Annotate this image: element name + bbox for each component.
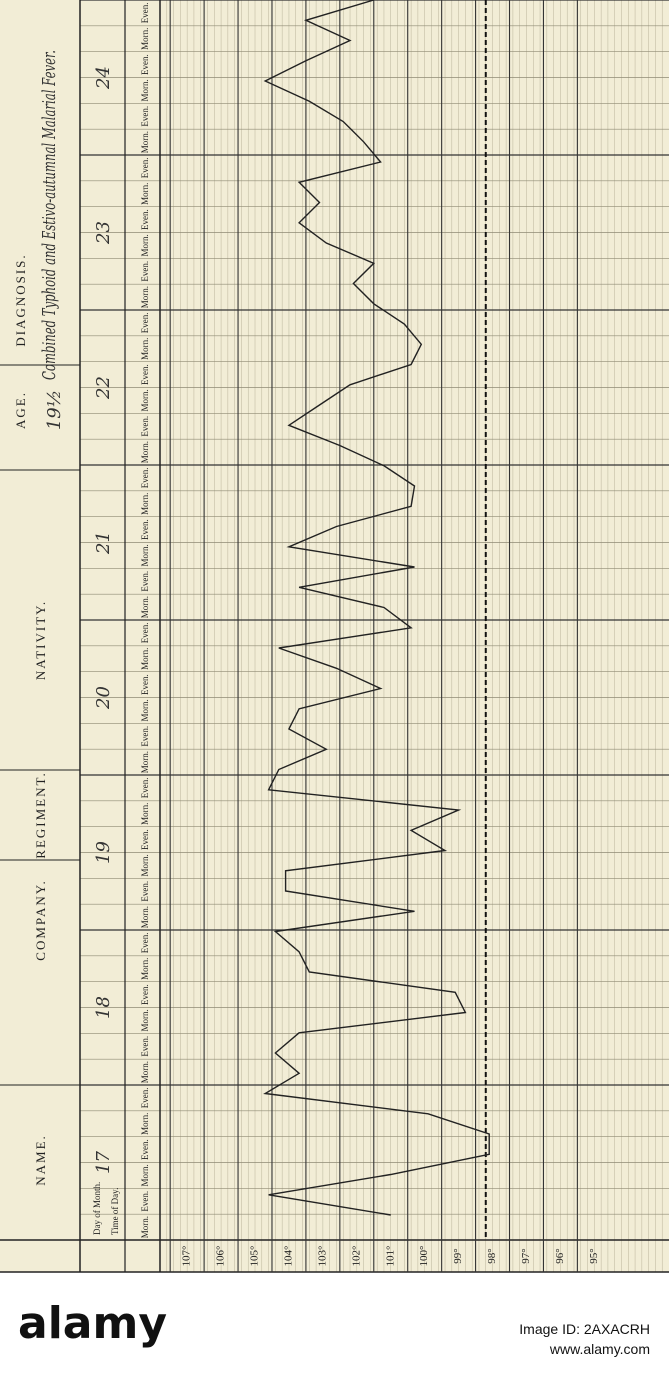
time-row-label: Morn. <box>140 1061 150 1083</box>
time-row-label: Even. <box>140 416 150 437</box>
time-row-label: Even. <box>140 3 150 24</box>
time-row-label: Morn. <box>140 596 150 618</box>
age: 19½ <box>44 390 65 430</box>
day-label: 19 <box>93 841 114 864</box>
row-title: Time of Day. <box>110 1188 120 1235</box>
time-row-label: Morn. <box>140 1113 150 1135</box>
paper <box>0 0 669 1272</box>
time-row-label: Even. <box>140 571 150 592</box>
time-row-label: Morn. <box>140 28 150 50</box>
x-tick-label: 105° <box>249 1246 261 1267</box>
header-label: COMPANY. <box>33 879 48 960</box>
diagnosis: Combined Typhoid and Estivo-autumnal Mal… <box>39 50 60 380</box>
time-row-label: Morn. <box>140 751 150 773</box>
time-row-label: Even. <box>140 881 150 902</box>
time-row-label: Even. <box>140 54 150 75</box>
day-label: 23 <box>93 221 114 245</box>
x-tick-label: 99° <box>452 1248 464 1263</box>
time-row-label: Morn. <box>140 389 150 411</box>
temperature-line <box>263 0 490 1216</box>
time-row-label: Even. <box>140 261 150 282</box>
time-row-label: Even. <box>140 313 150 334</box>
time-row-label: Morn. <box>140 648 150 670</box>
day-label: 22 <box>93 376 114 400</box>
watermark-logo: alamy <box>18 1298 167 1349</box>
grid <box>80 0 669 1272</box>
header-label: NATIVITY. <box>33 600 48 680</box>
time-row-label: Morn. <box>140 544 150 566</box>
time-row-label: Even. <box>140 519 150 540</box>
time-row-label: Even. <box>140 984 150 1005</box>
time-row-label: Even. <box>140 364 150 385</box>
time-row-label: Morn. <box>140 183 150 205</box>
x-tick-label: 96° <box>554 1248 566 1263</box>
time-row-label: Morn. <box>140 493 150 515</box>
time-row-label: Morn. <box>140 234 150 256</box>
time-row-label: Even. <box>140 158 150 179</box>
header-label: AGE. <box>13 391 28 429</box>
time-row-label: Even. <box>140 726 150 747</box>
day-label: 18 <box>93 996 114 1019</box>
time-row-label: Even. <box>140 778 150 799</box>
time-row-label: Morn. <box>140 338 150 360</box>
time-row-label: Morn. <box>140 854 150 876</box>
x-tick-label: 104° <box>283 1246 295 1267</box>
time-row-label: Morn. <box>140 803 150 825</box>
day-label: 17 <box>93 1151 114 1174</box>
time-row-label: Even. <box>140 106 150 127</box>
time-row-label: Morn. <box>140 441 150 463</box>
time-row-label: Morn. <box>140 1164 150 1186</box>
header-label: NAME. <box>33 1134 48 1186</box>
day-label: 24 <box>93 66 114 90</box>
row-title: Day of Month. <box>92 1182 102 1235</box>
watermark-id: Image ID: 2AXACRH <box>519 1321 650 1337</box>
time-row-label: Morn. <box>140 958 150 980</box>
x-tick-label: 107° <box>181 1246 193 1267</box>
time-row-label: Morn. <box>140 131 150 153</box>
x-tick-label: 95° <box>588 1248 600 1263</box>
time-row-label: Even. <box>140 829 150 850</box>
time-row-label: Morn. <box>140 906 150 928</box>
time-row-label: Morn. <box>140 1009 150 1031</box>
header-label: DIAGNOSIS. <box>13 253 28 346</box>
x-tick-label: 101° <box>384 1246 396 1267</box>
watermark-url: www.alamy.com <box>549 1341 650 1357</box>
x-tick-label: 97° <box>520 1248 532 1263</box>
time-row-label: Morn. <box>140 286 150 308</box>
time-row-label: Morn. <box>140 1216 150 1238</box>
day-label: 21 <box>93 531 114 555</box>
time-row-label: Even. <box>140 1036 150 1057</box>
x-tick-label: 106° <box>215 1246 227 1267</box>
time-row-label: Even. <box>140 209 150 230</box>
time-row-label: Morn. <box>140 699 150 721</box>
time-row-label: Even. <box>140 1191 150 1212</box>
time-row-label: Even. <box>140 623 150 644</box>
x-tick-label: 100° <box>418 1246 430 1267</box>
time-row-label: Even. <box>140 933 150 954</box>
x-tick-label: 102° <box>350 1246 362 1267</box>
time-row-label: Even. <box>140 674 150 695</box>
time-row-label: Morn. <box>140 79 150 101</box>
time-row-label: Even. <box>140 468 150 489</box>
day-label: 20 <box>93 686 114 710</box>
time-row-label: Even. <box>140 1088 150 1109</box>
time-row-label: Even. <box>140 1139 150 1160</box>
header-label: REGIMENT. <box>33 771 48 858</box>
x-tick-label: 103° <box>316 1246 328 1267</box>
x-tick-label: 98° <box>486 1248 498 1263</box>
